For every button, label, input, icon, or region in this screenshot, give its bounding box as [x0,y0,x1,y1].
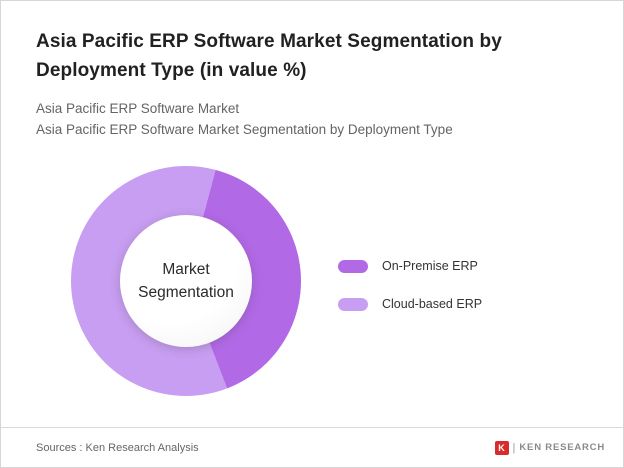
ken-research-logo-icon: K [494,440,509,455]
subtitle-line-1: Asia Pacific ERP Software Market [36,101,240,116]
donut-center-label: Market Segmentation [138,260,234,301]
page-title: Asia Pacific ERP Software Market Segment… [36,31,502,82]
legend-swatch [338,259,368,273]
donut-chart: Market Segmentation On-Premise ERP Cloud… [1,151,624,411]
legend-item-on-premise: On-Premise ERP [338,259,482,273]
legend-label: On-Premise ERP [382,259,478,273]
ken-research-logo: K | KEN RESEARCH [494,440,605,455]
logo-separator: | [512,441,516,454]
sources-text: Sources : Ken Research Analysis [36,441,199,454]
ken-research-logo-text: KEN RESEARCH [519,442,605,453]
legend-swatch [338,297,368,311]
chart-legend: On-Premise ERP Cloud-based ERP [338,259,482,335]
subtitle-line-2: Asia Pacific ERP Software Market Segment… [36,121,453,137]
donut-ring: Market Segmentation [71,166,301,396]
legend-label: Cloud-based ERP [382,297,483,311]
donut-center: Market Segmentation [120,215,252,347]
legend-item-cloud-based: Cloud-based ERP [338,297,482,311]
chart-subtitle: Asia Pacific ERP Software Market Asia Pa… [36,99,596,141]
footer: Sources : Ken Research Analysis K | KEN … [1,428,623,467]
footer-divider [1,427,623,428]
